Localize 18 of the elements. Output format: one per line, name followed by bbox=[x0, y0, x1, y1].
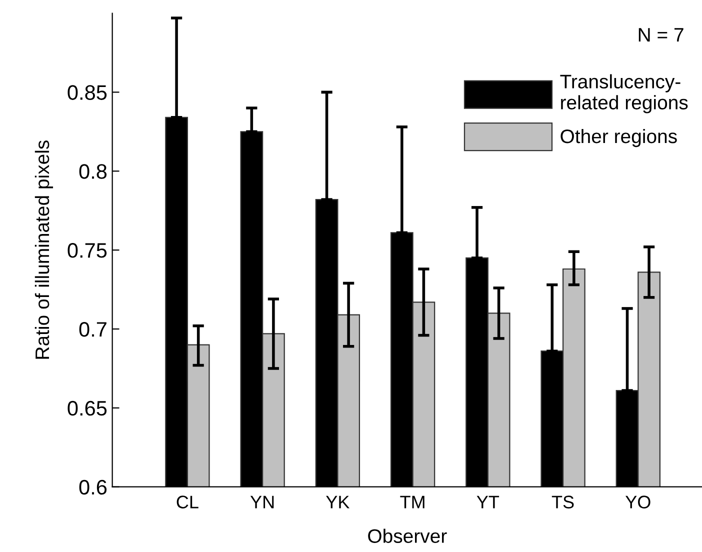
annotation: N = 7 bbox=[638, 28, 684, 42]
y-tick-label: 0.7 bbox=[79, 322, 106, 337]
legend-label: Other regions bbox=[560, 128, 677, 148]
x-tick-label: YK bbox=[326, 496, 350, 508]
x-tick-label: TM bbox=[400, 496, 424, 508]
y-tick-label: 0.6 bbox=[79, 480, 107, 495]
x-tick-label: YT bbox=[476, 496, 500, 508]
x-tick-label: CL bbox=[176, 496, 198, 508]
x-tick-label: TS bbox=[552, 496, 574, 508]
y-tick-label: 0.85 bbox=[68, 85, 107, 100]
y-tick-label: 0.8 bbox=[79, 164, 107, 179]
y-tick-label: 0.65 bbox=[68, 400, 107, 416]
x-tick-label: YN bbox=[250, 496, 274, 508]
x-tick-label: YO bbox=[626, 496, 650, 508]
y-axis-title: Ratio of illuminated pixels bbox=[34, 140, 54, 359]
y-tick-label: 0.75 bbox=[68, 243, 107, 258]
x-axis-title: Observer bbox=[368, 528, 447, 543]
legend-label: Translucency- related regions bbox=[560, 74, 688, 114]
